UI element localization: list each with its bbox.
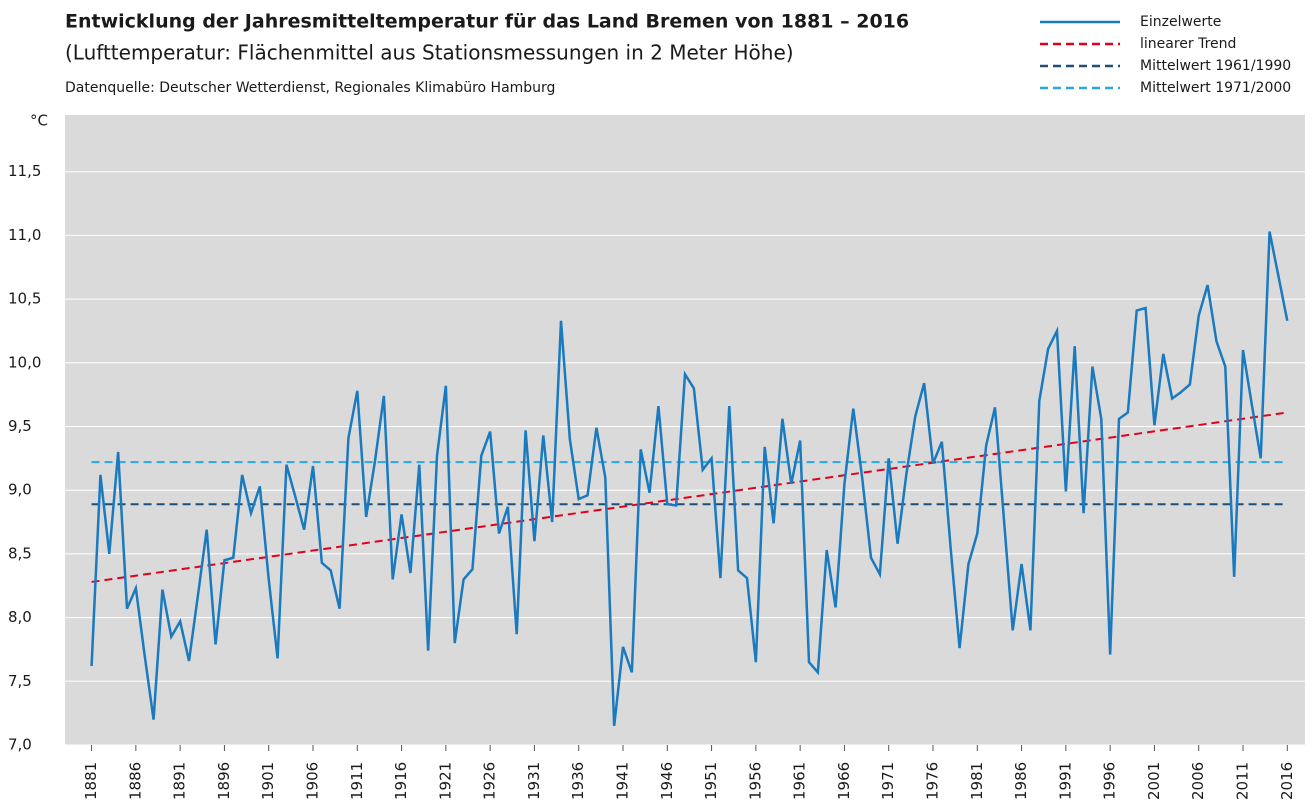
x-tick-label: 1896 [215,762,233,800]
chart-subtitle: (Lufttemperatur: Flächenmittel aus Stati… [65,41,794,65]
chart-title: Entwicklung der Jahresmitteltemperatur f… [65,11,909,33]
x-tick-label: 1926 [481,762,499,800]
x-tick-label: 1891 [171,762,189,800]
y-tick-label: 8,5 [8,544,32,562]
y-tick-label: 7,5 [8,672,32,690]
x-tick-label: 1941 [614,762,632,800]
y-axis-label: °C [30,112,48,130]
legend-label: Mittelwert 1961/1990 [1140,58,1291,74]
y-tick-label: 9,0 [8,481,32,499]
x-tick-label: 1986 [1012,762,1030,800]
y-tick-label: 8,0 [8,608,32,626]
x-tick-label: 1951 [702,762,720,800]
legend-label: linearer Trend [1140,36,1236,52]
x-tick-label: 1916 [392,762,410,800]
source: Datenquelle: Deutscher Wetterdienst, Reg… [65,80,555,96]
legend-label: Mittelwert 1971/2000 [1140,80,1291,96]
x-tick-label: 1956 [746,762,764,800]
plot-area [65,115,1305,745]
x-tick-label: 1946 [658,762,676,800]
x-tick-label: 2006 [1189,762,1207,800]
y-tick-label: 11,5 [8,162,41,180]
y-tick-label: 9,5 [8,417,32,435]
x-tick-label: 1931 [525,762,543,800]
x-tick-label: 2001 [1145,762,1163,800]
x-tick-label: 1966 [835,762,853,800]
legend-label: Einzelwerte [1140,14,1221,30]
x-tick-label: 1971 [879,762,897,800]
x-tick-label: 1996 [1101,762,1119,800]
x-tick-label: 1921 [436,762,454,800]
series-line [90,231,1289,727]
y-tick-label: 10,0 [8,353,41,371]
x-tick-label: 1911 [348,762,366,800]
x-tick-label: 1981 [968,762,986,800]
y-tick-label: 7,0 [8,736,32,754]
y-tick-label: 10,5 [8,290,41,308]
x-tick-label: 1906 [304,762,322,800]
x-tick-label: 2016 [1278,762,1296,800]
x-tick-label: 1881 [82,762,100,800]
x-tick-label: 1976 [924,762,942,800]
x-tick-label: 1886 [126,762,144,800]
x-tick-label: 1991 [1056,762,1074,800]
x-tick-label: 1901 [259,762,277,800]
x-tick-label: 1936 [569,762,587,800]
y-tick-label: 11,0 [8,226,41,244]
x-tick-label: 2011 [1234,762,1252,800]
x-tick-label: 1961 [791,762,809,800]
